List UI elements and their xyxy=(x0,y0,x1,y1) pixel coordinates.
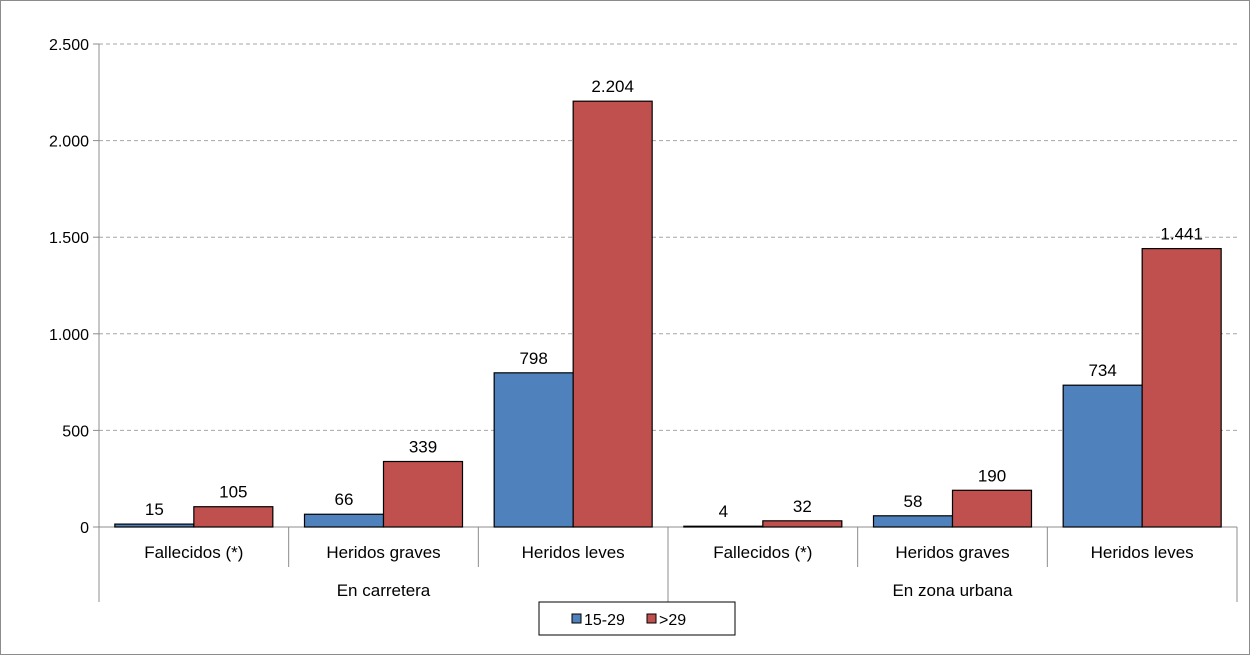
category-label: Heridos graves xyxy=(895,543,1009,562)
bar-series-2 xyxy=(951,489,1033,528)
data-label: 1.441 xyxy=(1160,225,1203,244)
category-label: Heridos leves xyxy=(1091,543,1194,562)
bar-series-1 xyxy=(872,515,954,528)
data-label: 66 xyxy=(335,490,354,509)
legend-box xyxy=(538,601,736,636)
y-tick-label: 0 xyxy=(80,520,89,537)
bar-series-1 xyxy=(683,525,764,528)
bar-series-2 xyxy=(193,506,274,528)
y-tick-label: 500 xyxy=(62,423,89,440)
data-labels: 15 105 66 339 798 2.204 4 32 58 190 734 1.441 xyxy=(145,77,1203,521)
data-label: 105 xyxy=(219,483,247,502)
y-tick-label: 2.000 xyxy=(49,134,89,151)
data-label: 15 xyxy=(145,500,164,519)
bar-series-2 xyxy=(572,100,653,528)
legend-label: >29 xyxy=(659,612,686,629)
bar-series-1 xyxy=(114,523,195,528)
data-label: 798 xyxy=(519,349,547,368)
data-label: 32 xyxy=(793,497,812,516)
data-label: 190 xyxy=(978,466,1006,485)
bar-series-2 xyxy=(762,520,843,528)
data-label: 734 xyxy=(1088,361,1116,380)
data-label: 2.204 xyxy=(591,77,634,96)
bar-series-2 xyxy=(1141,247,1222,528)
legend-swatch xyxy=(646,613,657,624)
y-tick-label: 2.500 xyxy=(49,37,89,54)
data-label: 4 xyxy=(719,502,728,521)
y-tick-label: 1.500 xyxy=(49,230,89,247)
data-label: 58 xyxy=(904,492,923,511)
bar-series-2 xyxy=(382,460,464,528)
data-label: 339 xyxy=(409,438,437,457)
y-tick-label: 1.000 xyxy=(49,327,89,344)
category-label: Heridos graves xyxy=(326,543,440,562)
gridlines xyxy=(99,43,1237,431)
bars xyxy=(114,100,1222,528)
legend: 15-29 >29 xyxy=(538,601,736,636)
bar-series-1 xyxy=(493,372,574,528)
bar-series-1 xyxy=(303,513,385,528)
axes: 0 500 1.000 1.500 2.000 2.500 Fallecidos (*) He… xyxy=(49,37,1238,602)
category-label: Fallecidos (*) xyxy=(144,543,243,562)
legend-label: 15-29 xyxy=(584,612,625,629)
legend-swatch xyxy=(571,613,582,624)
bar-series-1 xyxy=(1062,384,1143,528)
group-label: En zona urbana xyxy=(892,581,1013,600)
category-label: Heridos leves xyxy=(522,543,625,562)
group-label: En carretera xyxy=(337,581,431,600)
category-label: Fallecidos (*) xyxy=(713,543,812,562)
